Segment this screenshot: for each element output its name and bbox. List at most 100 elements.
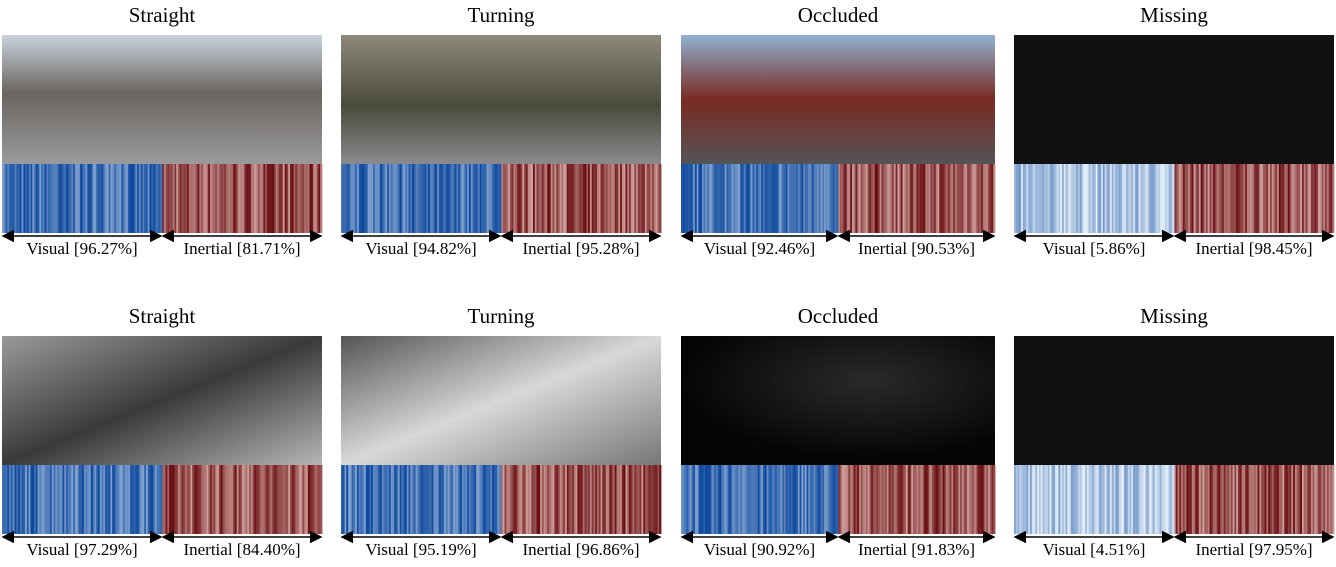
- inertial-stripe: [179, 164, 182, 233]
- inertial-stripe: [536, 465, 539, 534]
- inertial-stripe: [1232, 164, 1235, 233]
- inertial-stripe: [593, 465, 596, 534]
- inertial-stripe: [529, 164, 532, 233]
- visual-stripe: [121, 465, 124, 534]
- inertial-stripe: [1264, 164, 1267, 233]
- visual-stripe: [358, 465, 361, 534]
- visual-stripe: [392, 465, 395, 534]
- visual-stripe: [1152, 164, 1155, 233]
- visual-stripe: [1044, 164, 1047, 233]
- visual-stripe: [1104, 465, 1107, 534]
- inertial-stripe: [1232, 465, 1235, 534]
- inertial-stripe: [238, 465, 241, 534]
- inertial-stripe: [925, 164, 928, 233]
- visual-stripe: [122, 465, 126, 534]
- inertial-stripe: [1216, 465, 1219, 534]
- inertial-label: Inertial [84.40%]: [183, 540, 300, 559]
- visual-stripe: [1159, 465, 1162, 534]
- visual-stripe: [717, 164, 720, 233]
- visual-stripe: [431, 164, 434, 233]
- inertial-stripe: [944, 164, 947, 233]
- inertial-stripe: [533, 164, 536, 233]
- visual-stripe: [355, 164, 358, 233]
- visual-stripe: [1097, 465, 1100, 534]
- inertial-stripe: [1246, 465, 1250, 534]
- inertial-stripe: [958, 465, 961, 534]
- visual-stripe: [89, 465, 92, 534]
- visual-stripe: [57, 164, 60, 233]
- inertial-stripe: [979, 164, 982, 233]
- visual-stripe: [419, 164, 422, 233]
- visual-stripe: [399, 465, 402, 534]
- inertial-stripe: [559, 164, 562, 233]
- visual-stripe: [373, 465, 376, 534]
- visual-stripe: [1035, 164, 1038, 233]
- inertial-stripe: [545, 465, 548, 534]
- visual-stripe: [824, 465, 827, 534]
- inertial-stripe: [243, 164, 246, 233]
- visual-stripe: [750, 465, 753, 534]
- inertial-stripe: [620, 164, 623, 233]
- inertial-stripe: [937, 465, 940, 534]
- inertial-stripe: [1326, 164, 1330, 233]
- inertial-stripe: [501, 164, 504, 233]
- inertial-stripe: [190, 465, 193, 534]
- visual-stripe: [820, 164, 823, 233]
- inertial-stripe: [932, 164, 935, 233]
- visual-stripe: [5, 164, 8, 233]
- panel-title: Straight: [129, 3, 196, 27]
- visual-stripe: [712, 465, 715, 534]
- visual-stripe: [355, 465, 358, 534]
- visual-stripe: [122, 164, 126, 233]
- visual-stripe: [817, 465, 820, 534]
- visual-stripe: [44, 465, 47, 534]
- inertial-stripe: [843, 164, 846, 233]
- photo: [341, 35, 661, 164]
- visual-stripe: [408, 164, 411, 233]
- inertial-stripe: [645, 465, 648, 534]
- inertial-stripe: [602, 465, 605, 534]
- visual-stripe: [146, 164, 149, 233]
- inertial-stripe: [926, 465, 930, 534]
- visual-stripe: [153, 164, 156, 233]
- inertial-stripe: [1238, 465, 1241, 534]
- visual-stripe: [28, 164, 31, 233]
- visual-stripe: [481, 164, 484, 233]
- visual-stripe: [470, 164, 473, 233]
- inertial-stripe: [298, 465, 302, 534]
- inertial-stripe: [307, 465, 310, 534]
- inertial-label: Inertial [81.71%]: [183, 239, 300, 258]
- inertial-stripe: [888, 164, 891, 233]
- visual-stripe: [687, 465, 691, 534]
- inertial-stripe: [855, 164, 858, 233]
- inertial-stripe: [268, 164, 271, 233]
- inertial-stripe: [655, 465, 658, 534]
- inertial-stripe: [573, 465, 577, 534]
- visual-stripe: [142, 465, 145, 534]
- visual-stripe: [1044, 465, 1047, 534]
- inertial-stripe: [1271, 164, 1274, 233]
- inertial-stripe: [536, 164, 539, 233]
- visual-stripe: [789, 465, 792, 534]
- visual-stripe: [1092, 465, 1095, 534]
- photo: [2, 336, 322, 465]
- visual-stripe: [1037, 164, 1040, 233]
- inertial-stripe: [504, 164, 507, 233]
- inertial-stripe: [1318, 164, 1321, 233]
- inertial-stripe: [588, 465, 591, 534]
- inertial-stripe: [876, 465, 879, 534]
- visual-stripe: [397, 164, 401, 233]
- inertial-stripe: [300, 465, 303, 534]
- inertial-stripe: [1328, 465, 1331, 534]
- inertial-stripe: [547, 465, 550, 534]
- visual-stripe: [808, 465, 811, 534]
- inertial-stripe: [965, 164, 968, 233]
- inertial-stripe: [974, 465, 977, 534]
- visual-stripe: [1145, 465, 1148, 534]
- visual-stripe: [392, 164, 395, 233]
- inertial-stripe: [972, 465, 975, 534]
- visual-stripe: [832, 164, 835, 233]
- inertial-stripe: [1198, 164, 1202, 233]
- inertial-stripe: [314, 164, 318, 233]
- inertial-stripe: [1254, 164, 1257, 233]
